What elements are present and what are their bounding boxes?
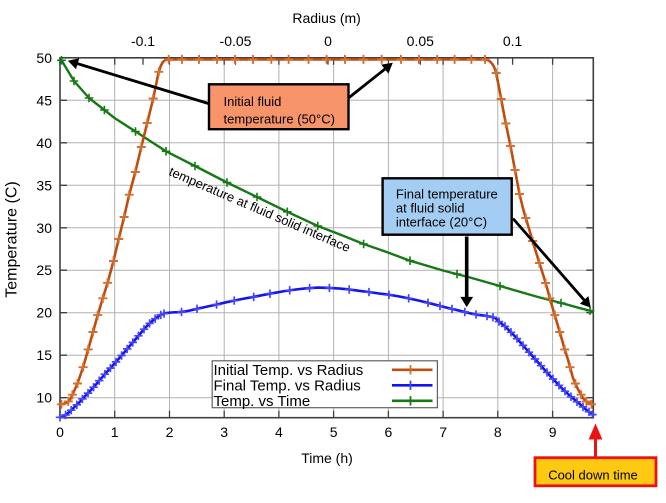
svg-text:1: 1: [111, 424, 119, 440]
svg-text:20: 20: [36, 305, 52, 321]
svg-text:3: 3: [220, 424, 228, 440]
svg-text:45: 45: [36, 92, 52, 108]
svg-text:Temperature (C): Temperature (C): [4, 181, 21, 297]
svg-text:15: 15: [36, 347, 52, 363]
svg-text:0: 0: [56, 424, 64, 440]
svg-text:Temp. vs Time: Temp. vs Time: [214, 393, 311, 410]
svg-text:9: 9: [549, 424, 557, 440]
svg-text:25: 25: [36, 262, 52, 278]
svg-text:8: 8: [494, 424, 502, 440]
svg-text:Cool down time: Cool down time: [548, 468, 638, 483]
svg-text:30: 30: [36, 220, 52, 236]
svg-text:temperature (50°C): temperature (50°C): [224, 111, 335, 126]
svg-text:0.1: 0.1: [503, 33, 523, 49]
svg-text:6: 6: [385, 424, 393, 440]
svg-text:7: 7: [439, 424, 447, 440]
svg-text:5: 5: [330, 424, 338, 440]
svg-text:2: 2: [166, 424, 174, 440]
svg-text:4: 4: [275, 424, 283, 440]
svg-text:0: 0: [324, 33, 332, 49]
svg-text:40: 40: [36, 135, 52, 151]
svg-text:35: 35: [36, 177, 52, 193]
svg-text:Initial fluid: Initial fluid: [224, 94, 282, 109]
svg-text:at fluid solid: at fluid solid: [396, 201, 465, 216]
svg-text:Time (h): Time (h): [301, 450, 353, 466]
svg-text:0.05: 0.05: [407, 33, 434, 49]
svg-text:-0.05: -0.05: [220, 33, 252, 49]
svg-text:Final Temp. vs Radius: Final Temp. vs Radius: [214, 378, 361, 395]
svg-text:interface (20°C): interface (20°C): [396, 215, 487, 230]
svg-text:Radius (m): Radius (m): [292, 10, 360, 26]
svg-text:50: 50: [36, 50, 52, 66]
svg-text:Initial Temp. vs Radius: Initial Temp. vs Radius: [214, 362, 364, 379]
svg-text:-0.1: -0.1: [131, 33, 155, 49]
svg-text:Final temperature: Final temperature: [396, 187, 498, 202]
svg-text:10: 10: [36, 390, 52, 406]
